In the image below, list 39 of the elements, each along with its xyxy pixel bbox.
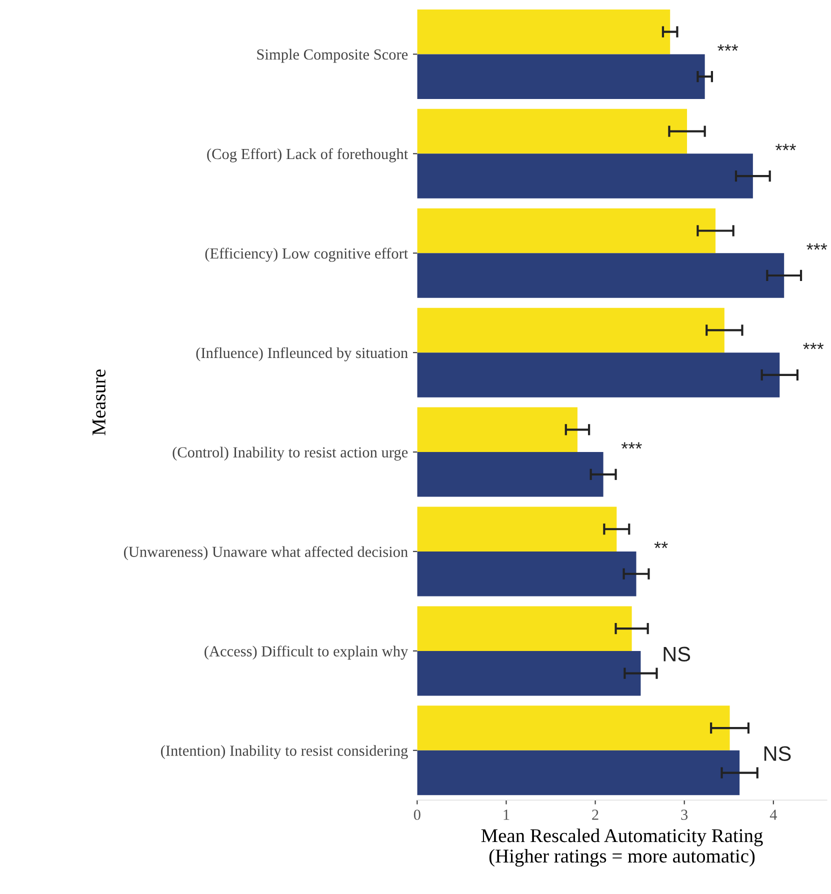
bar <box>417 407 578 452</box>
bar <box>417 506 617 552</box>
bar <box>417 551 636 596</box>
y-tick-label: Simple Composite Score <box>257 48 408 63</box>
x-tick-label: 1 <box>504 810 510 820</box>
x-tick-label: 2 <box>592 810 598 820</box>
x-tick-label: 4 <box>770 810 777 820</box>
bar <box>417 606 632 651</box>
annotation: ** <box>654 542 668 548</box>
bar <box>417 650 641 696</box>
y-tick-label: (Efficiency) Low cognitive effort <box>205 248 408 262</box>
y-axis-title: Measure <box>92 370 106 436</box>
x-tick-label: 0 <box>414 810 420 820</box>
bar <box>417 750 740 796</box>
annotation: *** <box>806 243 828 250</box>
bar <box>417 452 604 497</box>
y-tick-label: (Control) Inability to resist action urge <box>172 446 408 461</box>
y-tick-label: (Access) Difficult to explain why <box>204 646 408 660</box>
y-tick-label: (Influence) Infleunced by situation <box>196 347 408 362</box>
bar <box>417 9 670 54</box>
bar <box>417 706 730 750</box>
annotation: NS <box>664 646 690 662</box>
annotation: NS <box>764 746 791 761</box>
x-tick-label: 3 <box>681 810 688 820</box>
y-tick-label: (Unwareness) Unaware what affected decision <box>124 546 408 560</box>
annotation: *** <box>775 144 796 150</box>
y-tick-label: (Cog Effort) Lack of forethought <box>207 148 408 162</box>
bar <box>417 308 724 353</box>
bar <box>417 208 716 254</box>
annotation: *** <box>803 342 824 350</box>
x-axis-title: Mean Rescaled Automaticity Rating (Higher ratings = more automatic) <box>481 828 763 867</box>
bar <box>417 154 753 198</box>
bar <box>417 253 784 298</box>
bar <box>417 352 780 398</box>
bar <box>417 108 688 154</box>
annotation: *** <box>621 442 642 449</box>
annotation: *** <box>718 44 738 51</box>
y-tick-label: (Intention) Inability to resist considering <box>161 745 408 759</box>
bar <box>417 54 705 99</box>
